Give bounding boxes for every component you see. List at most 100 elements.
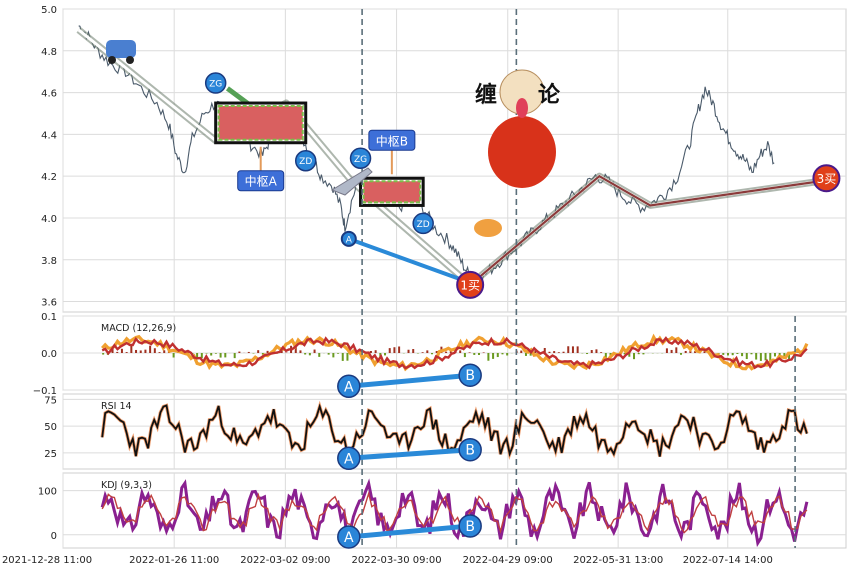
x-tick-label: 2022-03-30 09:00 — [351, 555, 441, 566]
x-tick-label: 2022-05-31 13:00 — [573, 555, 663, 566]
macd-histogram-bar — [304, 353, 306, 355]
macd-histogram-bar — [375, 350, 377, 353]
macd-histogram-bar — [130, 345, 132, 353]
macd-histogram-bar — [393, 347, 395, 353]
macd-histogram-bar — [234, 353, 236, 358]
scooter-icon — [474, 219, 502, 237]
macd-histogram-bar — [445, 352, 447, 353]
macd-histogram-bar — [238, 352, 240, 353]
macd-histogram-bar — [558, 352, 560, 353]
macd-histogram-bar — [426, 350, 428, 353]
zhongshu-box-fill — [364, 181, 421, 202]
macd-histogram-bar — [332, 353, 334, 357]
price-y-tick-label: 4.2 — [41, 172, 57, 183]
macd-histogram-bar — [116, 352, 118, 353]
macd-y-tick-label: 0.0 — [41, 349, 57, 360]
macd-histogram-bar — [553, 351, 555, 353]
macd-histogram-bar — [666, 348, 668, 353]
price-y-tick-label: 3.8 — [41, 256, 57, 267]
macd-histogram-bar — [257, 350, 259, 353]
macd-y-tick-label: 0.1 — [41, 312, 57, 323]
macd-histogram-bar — [408, 350, 410, 353]
car-icon — [106, 40, 136, 58]
zhongshu-label: 中枢A — [245, 174, 278, 189]
macd-histogram-bar — [384, 353, 386, 355]
macd-histogram-bar — [309, 353, 311, 355]
macd-histogram-bar — [121, 349, 123, 353]
price-y-tick-label: 3.6 — [41, 298, 57, 309]
macd-histogram-bar — [469, 352, 471, 353]
macd-histogram-bar — [206, 353, 208, 354]
zg-zd-label: ZG — [354, 155, 367, 165]
macd-histogram-bar — [342, 353, 344, 361]
kdj-y-tick-label: 0 — [51, 531, 57, 542]
macd-histogram-bar — [591, 350, 593, 353]
macd-histogram-bar — [722, 353, 724, 355]
zg-zd-label: ZG — [209, 80, 222, 90]
price-y-tick-label: 4.4 — [41, 130, 57, 141]
macd-panel-label: MACD (12,26,9) — [101, 323, 176, 334]
buy-point-label: 3买 — [817, 172, 837, 186]
x-tick-label: 2022-07-14 14:00 — [683, 555, 773, 566]
x-tick-label: 2021-12-28 11:00 — [2, 555, 92, 566]
kdj-y-tick-label: 100 — [38, 487, 57, 498]
macd-histogram-bar — [746, 353, 748, 359]
zhongshu-label: 中枢B — [376, 133, 408, 148]
macd-histogram-bar — [520, 351, 522, 353]
macd-histogram-bar — [478, 353, 480, 355]
buy-point-label: 1买 — [460, 278, 480, 292]
macd-histogram-bar — [370, 351, 372, 353]
macd-histogram-bar — [727, 353, 729, 355]
kdj-divergence-label: B — [465, 519, 475, 535]
kdj-divergence-label: A — [344, 530, 354, 546]
macd-histogram-bar — [459, 350, 461, 353]
macd-histogram-bar — [501, 353, 503, 354]
macd-histogram-bar — [159, 352, 161, 353]
macd-histogram-bar — [680, 353, 682, 355]
macd-histogram-bar — [595, 349, 597, 353]
macd-histogram-bar — [126, 352, 128, 353]
rsi-y-tick-label: 75 — [44, 395, 57, 406]
macd-histogram-bar — [412, 349, 414, 353]
macd-histogram-bar — [431, 353, 433, 354]
macd-histogram-bar — [525, 353, 527, 356]
price-y-tick-label: 4.8 — [41, 47, 57, 58]
macd-histogram-bar — [638, 353, 640, 354]
macd-histogram-bar — [328, 353, 330, 355]
macd-histogram-bar — [774, 353, 776, 356]
macd-histogram-bar — [548, 352, 550, 353]
macd-histogram-bar — [267, 351, 269, 353]
title-glyph-right: 论 — [538, 82, 561, 108]
macd-histogram-bar — [563, 352, 565, 353]
macd-histogram-bar — [163, 350, 165, 353]
macd-divergence-label: B — [465, 368, 475, 384]
price-y-tick-label: 4.0 — [41, 214, 57, 225]
macd-histogram-bar — [750, 353, 752, 354]
x-tick-label: 2022-04-29 09:00 — [463, 555, 553, 566]
macd-histogram-bar — [487, 353, 489, 361]
macd-histogram-bar — [755, 353, 757, 360]
macd-histogram-bar — [299, 350, 301, 353]
macd-histogram-bar — [572, 346, 574, 353]
monk-robe — [488, 116, 556, 188]
macd-histogram-bar — [642, 353, 644, 354]
macd-histogram-bar — [135, 350, 137, 353]
rsi-divergence-label: B — [465, 443, 475, 459]
buy-point-label: A — [346, 235, 353, 245]
macd-histogram-bar — [210, 353, 212, 356]
price-y-tick-label: 5.0 — [41, 5, 57, 16]
macd-histogram-bar — [314, 350, 316, 353]
macd-histogram-bar — [215, 353, 217, 354]
macd-histogram-bar — [154, 348, 156, 353]
macd-divergence-label: A — [344, 379, 354, 395]
macd-histogram-bar — [220, 353, 222, 358]
macd-histogram-bar — [586, 353, 588, 354]
macd-histogram-bar — [149, 346, 151, 353]
macd-histogram-bar — [506, 353, 508, 355]
macd-histogram-bar — [492, 353, 494, 359]
macd-histogram-bar — [173, 353, 175, 357]
x-tick-label: 2022-03-02 09:00 — [240, 555, 330, 566]
macd-histogram-bar — [140, 350, 142, 353]
